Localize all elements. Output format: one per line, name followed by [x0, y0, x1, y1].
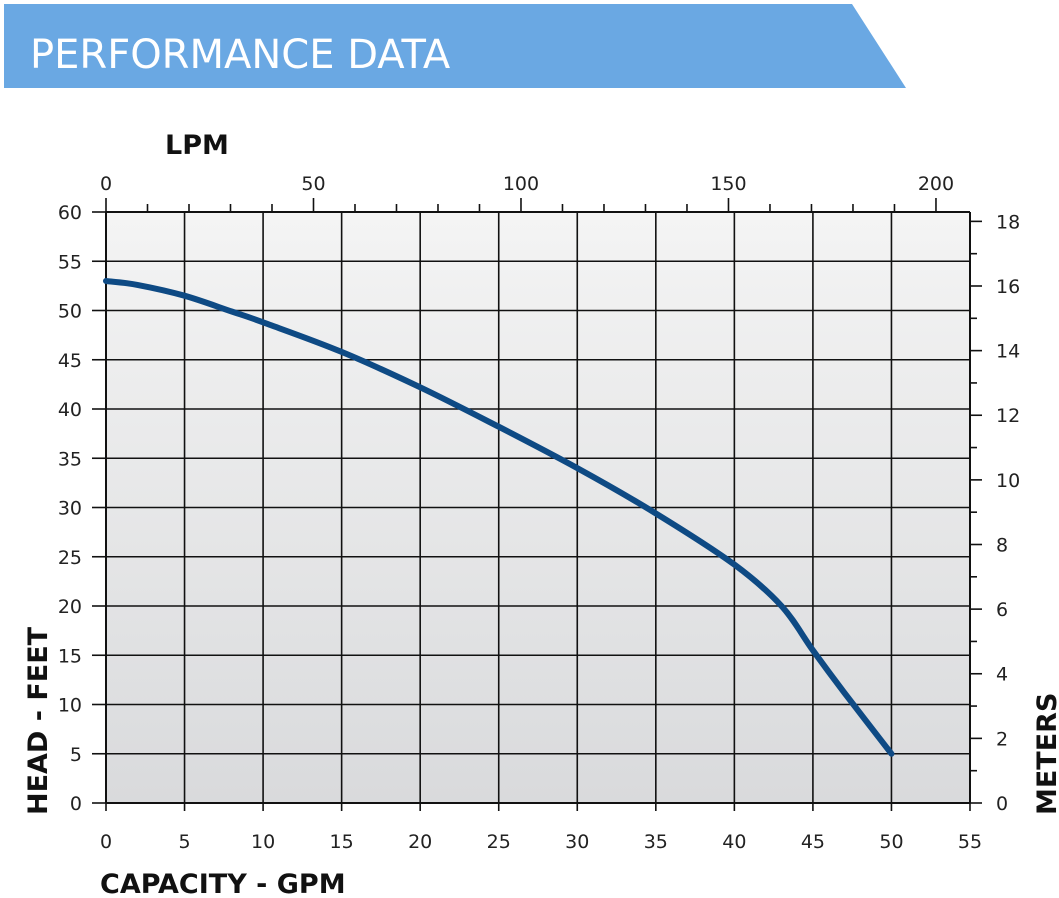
y-tick-label: 0 [70, 793, 82, 815]
x-tick-label: 10 [251, 831, 275, 853]
title-banner: PERFORMANCE DATA [4, 4, 906, 88]
y2-tick-label: 0 [996, 793, 1008, 815]
grid-lines [105, 211, 971, 804]
x2-tick-label: 100 [503, 173, 539, 195]
y2-tick-label: 10 [996, 470, 1020, 492]
y-tick-label: 30 [58, 498, 82, 520]
y2-tick-label: 4 [996, 664, 1008, 686]
x-tick-label: 45 [801, 831, 825, 853]
x-tick-label: 30 [565, 831, 589, 853]
y-tick-label: 35 [58, 448, 82, 470]
x2-tick-label: 200 [918, 173, 954, 195]
y2-tick-label: 6 [996, 599, 1008, 621]
y-tick-label: 40 [58, 399, 82, 421]
banner-background [4, 4, 906, 88]
x-tick-label: 25 [487, 831, 511, 853]
y-tick-label: 45 [58, 350, 82, 372]
performance-curve [103, 278, 895, 757]
x-tick-label: 35 [644, 831, 668, 853]
minor-ticks [92, 198, 982, 811]
y-tick-label: 10 [58, 695, 82, 717]
plot-frame [105, 211, 971, 804]
y-tick-label: 55 [58, 251, 82, 273]
x2-axis-title: LPM [165, 130, 229, 161]
y2-tick-label: 16 [996, 276, 1020, 298]
chart-title: PERFORMANCE DATA [30, 32, 451, 78]
tick-labels: 0 5 10 15 20 25 30 35 40 45 50 55051015202530354045… [58, 173, 1020, 853]
x2-tick-label: 150 [710, 173, 746, 195]
y2-tick-label: 18 [996, 211, 1020, 233]
x2-tick-label: 50 [301, 173, 325, 195]
x-tick-label: 55 [958, 831, 982, 853]
y-tick-label: 25 [58, 547, 82, 569]
y-tick-label: 50 [58, 301, 82, 323]
x-tick-label: 15 [330, 831, 354, 853]
y2-tick-label: 2 [996, 728, 1008, 750]
y-tick-label: 15 [58, 645, 82, 667]
x-tick-label: 40 [722, 831, 746, 853]
y2-tick-label: 14 [996, 341, 1020, 363]
x-tick-label: 50 [879, 831, 903, 853]
x-axis-title: CAPACITY - GPM [100, 869, 346, 898]
x2-tick-label: 0 [100, 173, 112, 195]
x-tick-label: 5 [178, 831, 190, 853]
x-tick-label: 0 [100, 831, 112, 853]
y-tick-label: 60 [58, 202, 82, 224]
y2-tick-label: 8 [996, 534, 1008, 556]
y-tick-label: 20 [58, 596, 82, 618]
y-axis-title: HEAD - FEET [23, 626, 54, 815]
y-tick-label: 5 [70, 744, 82, 766]
y2-axis-title: METERS [1032, 693, 1059, 815]
y2-tick-label: 12 [996, 405, 1020, 427]
x-tick-label: 20 [408, 831, 432, 853]
